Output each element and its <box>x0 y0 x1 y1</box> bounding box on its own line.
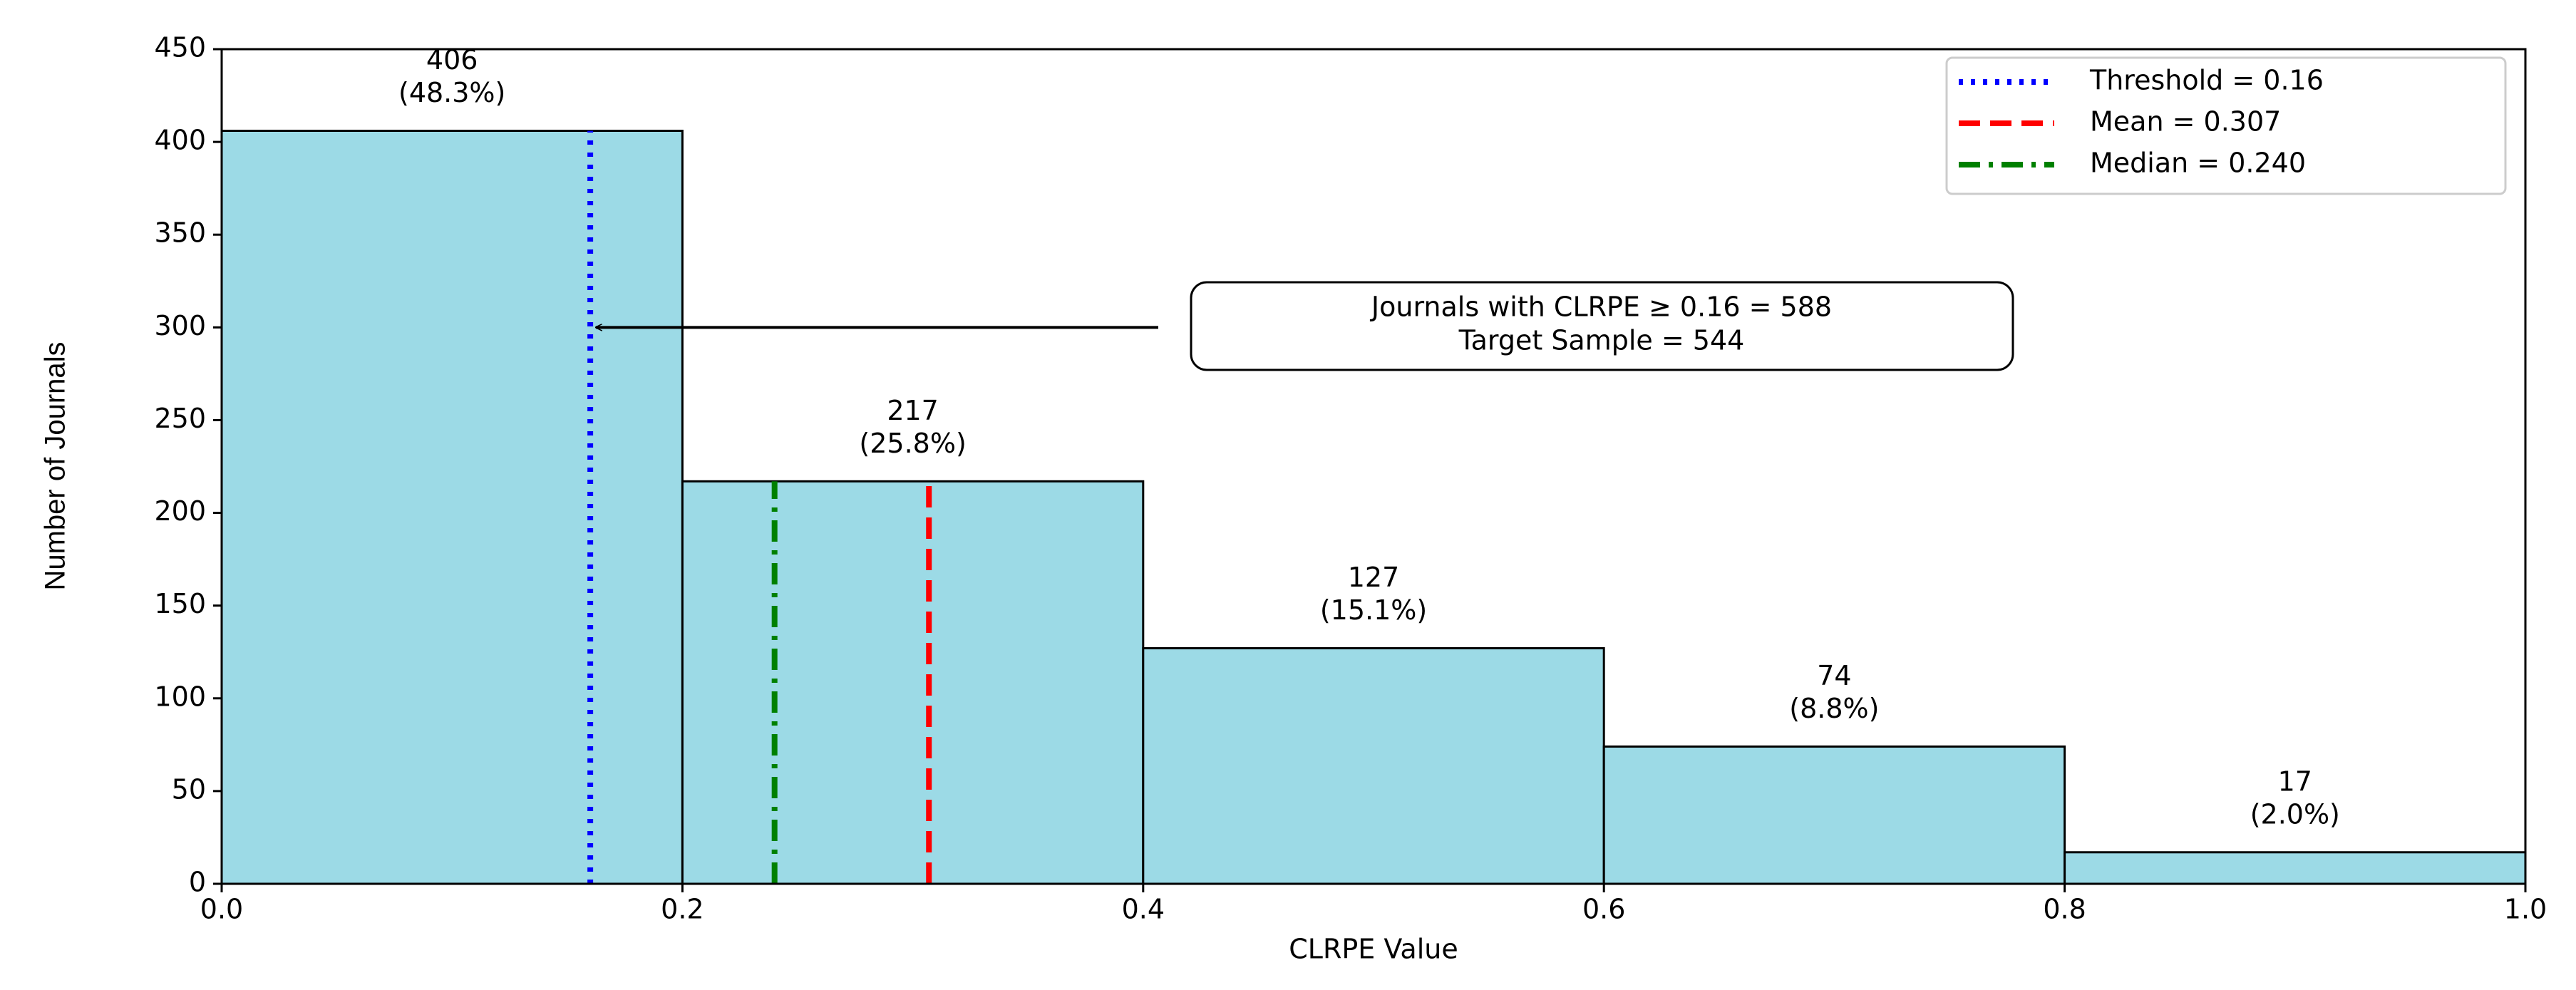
legend-box <box>1945 56 2507 195</box>
bar <box>681 480 1145 885</box>
bar <box>1142 647 1605 885</box>
bar <box>220 129 684 885</box>
plot-frame <box>220 48 2527 885</box>
x-tick-label: 0.6 <box>1582 894 1625 925</box>
y-tick-label: 300 <box>154 310 206 341</box>
y-tick-label: 250 <box>154 403 206 434</box>
y-tick-label: 50 <box>172 773 206 805</box>
x-tick-label: 1.0 <box>2504 894 2547 925</box>
x-tick-label: 0.2 <box>661 894 704 925</box>
percentage-label: (15.1%) <box>1320 594 1427 626</box>
bar <box>1602 745 2066 885</box>
x-tick-label: 0.4 <box>1122 894 1165 925</box>
legend-label: Threshold = 0.16 <box>2089 65 2324 96</box>
x-tick-label: 0.8 <box>2043 894 2086 925</box>
annotation-text: Target Sample = 544 <box>1458 325 1745 356</box>
value-label: 217 <box>887 395 939 426</box>
percentage-label: (25.8%) <box>859 428 966 459</box>
y-tick-label: 150 <box>154 588 206 619</box>
x-axis-label: CLRPE Value <box>1289 934 1458 965</box>
percentage-label: (8.8%) <box>1789 693 1879 724</box>
x-tick-label: 0.0 <box>200 894 243 925</box>
y-tick-label: 200 <box>154 495 206 527</box>
y-tick-label: 100 <box>154 681 206 712</box>
bar <box>2064 851 2527 885</box>
value-label: 74 <box>1817 660 1851 691</box>
y-tick-label: 400 <box>154 125 206 156</box>
annotation-text: Journals with CLRPE ≥ 0.16 = 588 <box>1370 292 1832 323</box>
value-label: 17 <box>2278 765 2312 797</box>
y-tick-label: 450 <box>154 32 206 63</box>
y-axis-label: Number of Journals <box>40 341 71 590</box>
value-label: 127 <box>1348 562 1400 593</box>
percentage-label: (2.0%) <box>2250 798 2340 830</box>
legend-label: Median = 0.240 <box>2090 148 2306 179</box>
percentage-label: (48.3%) <box>398 77 505 108</box>
annotation-box <box>1190 281 2014 371</box>
y-tick-label: 350 <box>154 217 206 249</box>
legend-label: Mean = 0.307 <box>2090 106 2281 138</box>
y-tick-label: 0 <box>189 867 206 898</box>
